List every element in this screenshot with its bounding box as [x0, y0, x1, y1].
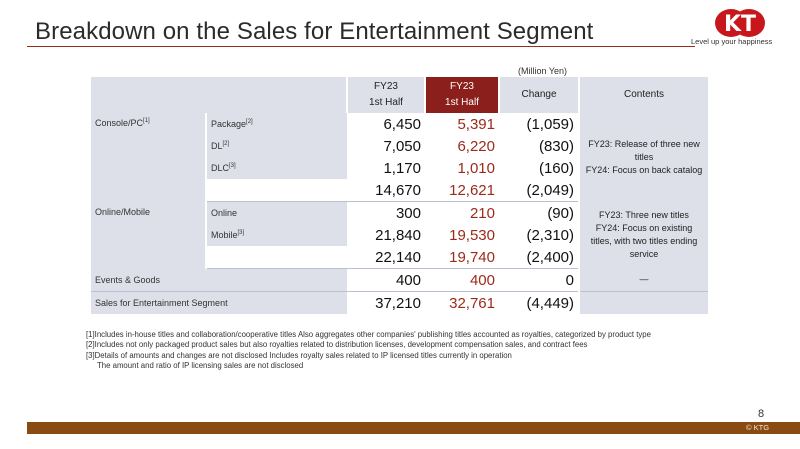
- subtotal-blank: [205, 179, 347, 202]
- contents-events: —: [578, 268, 708, 292]
- footnote-2: [2]Includes not only packaged product sa…: [86, 340, 588, 350]
- cell-dl-change: (830): [538, 137, 574, 155]
- page-number: 8: [758, 408, 765, 420]
- row-group-online: Online/Mobile: [91, 201, 206, 269]
- cell-package-fy24: 5,391: [457, 115, 495, 133]
- page-title: Breakdown on the Sales for Entertainment…: [35, 18, 594, 45]
- row-label-dl: DL[2]: [205, 135, 347, 157]
- sales-table: FY23 1st Half FY23 1st Half Change Content…: [91, 77, 708, 314]
- contents-console: FY23: Release of three new titles FY24: F…: [578, 113, 708, 202]
- header-blank: [91, 77, 347, 113]
- col-header-fy23: FY23 1st Half: [346, 77, 425, 113]
- title-underline: [27, 46, 695, 47]
- row-group-console: Console/PC[1]: [91, 113, 206, 202]
- cell-mobile-fy23: 21,840: [375, 226, 421, 244]
- table-row-subtotal: 22,140 19,740 (2,400): [91, 246, 708, 269]
- table-row: Online/Mobile Online 300 210 (90) FY23: …: [91, 201, 708, 269]
- footnotes: [1]Includes in-house titles and collabor…: [86, 330, 651, 371]
- logo-text: KT: [724, 12, 756, 37]
- cell-dl-fy23: 7,050: [383, 137, 421, 155]
- cell-events-fy23: 400: [347, 268, 425, 292]
- cell-console-subtotal-change: (2,049): [499, 179, 579, 202]
- cell-package-change: (1,059): [526, 115, 574, 133]
- table-row: Console/PC[1] Package[2] 6,450 5,391 (1,…: [91, 113, 708, 202]
- cell-total-change: (4,449): [526, 294, 574, 312]
- cell-dlc-change: (160): [538, 159, 574, 177]
- cell-dl-fy24: 6,220: [457, 137, 495, 155]
- col-header-fy24: FY23 1st Half: [424, 77, 499, 113]
- cell-dlc-fy24: 1,010: [457, 159, 495, 177]
- cell-total-fy23: 37,210: [375, 294, 421, 312]
- table-row-total: Sales for Entertainment Segment 37,210 3…: [91, 291, 708, 314]
- cell-dlc-fy23: 1,170: [383, 159, 421, 177]
- unit-label: (Million Yen): [518, 66, 568, 76]
- col-header-contents: Contents: [578, 77, 708, 113]
- cell-online-subtotal-change: (2,400): [499, 246, 579, 269]
- tagline: Level up your happiness: [691, 37, 773, 46]
- cell-mobile-change: (2,310): [526, 226, 574, 244]
- cell-package-fy23: 6,450: [383, 115, 421, 133]
- table-row: DL[2] 7,050 6,220 (830): [91, 135, 708, 157]
- subtotal-blank: [205, 246, 347, 269]
- cell-online-subtotal-fy23: 22,140: [347, 246, 425, 269]
- table-row: Events & Goods 400 400 0 —: [91, 268, 708, 292]
- row-label-mobile: Mobile[3]: [205, 224, 347, 246]
- cell-mobile-fy24: 19,530: [449, 226, 495, 244]
- row-label-package: Package[2]: [205, 113, 347, 135]
- row-label-total: Sales for Entertainment Segment: [91, 291, 347, 314]
- cell-events-fy24: 400: [425, 268, 499, 292]
- cell-console-subtotal-fy23: 14,670: [347, 179, 425, 202]
- cell-online-fy24: 210: [469, 204, 495, 222]
- cell-total-fy24: 32,761: [449, 294, 495, 312]
- footer-bar: [27, 422, 800, 434]
- table-header-row: FY23 1st Half FY23 1st Half Change Content…: [91, 77, 708, 113]
- table-row: DLC[3] 1,170 1,010 (160): [91, 157, 708, 179]
- contents-total: [578, 291, 708, 314]
- footnote-4: The amount and ratio of IP licensing sal…: [97, 360, 304, 370]
- copyright: © KTG: [746, 423, 770, 432]
- footnote-3: [3]Details of amounts and changes are no…: [86, 350, 512, 360]
- row-label-online: Online: [205, 201, 347, 224]
- cell-online-change: (90): [547, 204, 574, 222]
- cell-online-fy23: 300: [395, 204, 421, 222]
- table-row: Mobile[3] 21,840 19,530 (2,310): [91, 224, 708, 246]
- col-header-change: Change: [498, 77, 579, 113]
- row-label-events: Events & Goods: [91, 268, 347, 292]
- contents-online: FY23: Three new titles FY24: Focus on exi…: [578, 201, 708, 269]
- cell-online-subtotal-fy24: 19,740: [425, 246, 499, 269]
- table-row-subtotal: 14,670 12,621 (2,049): [91, 179, 708, 202]
- row-label-dlc: DLC[3]: [205, 157, 347, 179]
- cell-console-subtotal-fy24: 12,621: [425, 179, 499, 202]
- footnote-1: [1]Includes in-house titles and collabor…: [86, 330, 651, 339]
- kt-logo-icon: KT: [715, 9, 765, 37]
- cell-events-change: 0: [499, 268, 579, 292]
